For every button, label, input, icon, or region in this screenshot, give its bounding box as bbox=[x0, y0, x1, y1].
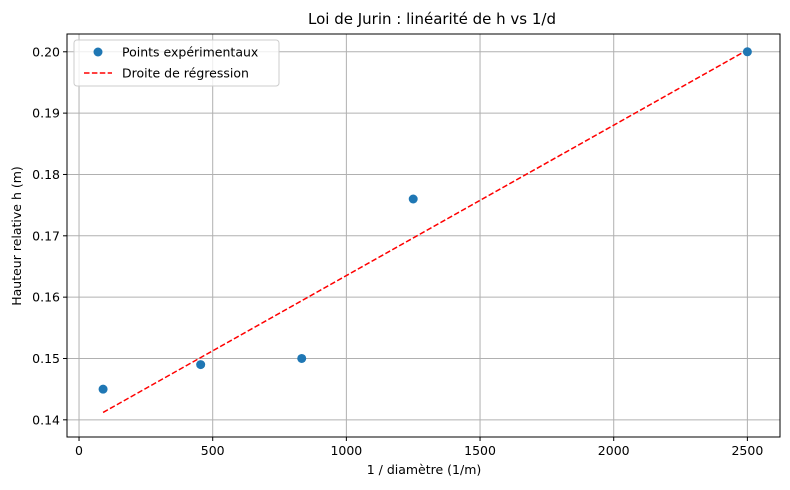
x-axis-label: 1 / diamètre (1/m) bbox=[367, 462, 482, 477]
y-tick-label: 0.20 bbox=[32, 44, 60, 59]
y-tick-label: 0.18 bbox=[32, 167, 60, 182]
data-point bbox=[408, 194, 418, 204]
chart-title: Loi de Jurin : linéarité de h vs 1/d bbox=[308, 10, 556, 28]
y-tick-label: 0.16 bbox=[32, 290, 60, 305]
x-tick-label: 1500 bbox=[464, 443, 496, 458]
ticks-layer: 0 500 1000 1500 2000 2500 0.14 0.15 0.16 0.17 0.18… bbox=[32, 44, 763, 458]
x-tick-label: 0 bbox=[75, 443, 83, 458]
legend-label-regression: Droite de régression bbox=[122, 66, 249, 81]
data-point bbox=[297, 353, 307, 363]
legend-box bbox=[73, 39, 280, 87]
data-point bbox=[98, 384, 108, 394]
y-tick-label: 0.15 bbox=[32, 351, 60, 366]
x-tick-label: 1000 bbox=[330, 443, 362, 458]
y-tick-label: 0.14 bbox=[32, 412, 60, 427]
legend: Points expérimentaux Droite de régressio… bbox=[73, 39, 280, 87]
grid-layer bbox=[67, 34, 780, 437]
y-axis-label: Hauteur relative h (m) bbox=[9, 166, 24, 306]
x-tick-label: 500 bbox=[201, 443, 225, 458]
x-tick-label: 2000 bbox=[598, 443, 630, 458]
y-tick-label: 0.17 bbox=[32, 228, 60, 243]
y-tick-label: 0.19 bbox=[32, 106, 60, 121]
regression-line bbox=[102, 49, 748, 414]
legend-marker-points bbox=[93, 47, 103, 57]
data-point bbox=[196, 360, 206, 370]
data-point bbox=[742, 47, 752, 57]
x-tick-label: 2500 bbox=[731, 443, 763, 458]
series-layer bbox=[98, 47, 752, 414]
legend-label-points: Points expérimentaux bbox=[122, 45, 258, 60]
